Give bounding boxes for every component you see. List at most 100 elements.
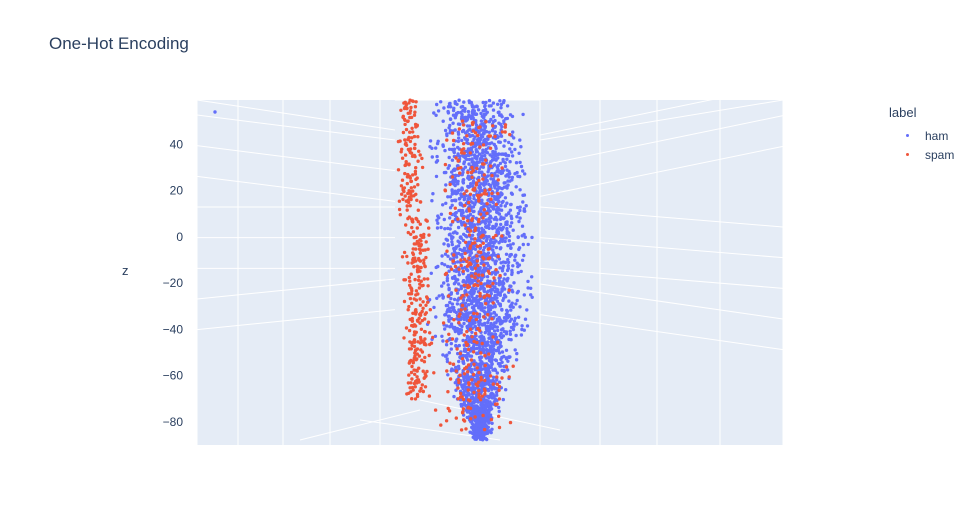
spam-point [414, 177, 418, 182]
spam-point [409, 287, 414, 291]
ham-point [443, 313, 447, 317]
ham-point [494, 281, 498, 286]
legend-item-spam[interactable]: spam [889, 145, 954, 164]
ham-point [510, 142, 514, 147]
spam-point [414, 308, 418, 312]
ham-point [518, 208, 522, 213]
grid-line-wall-edge [539, 99, 784, 141]
spam-point [460, 303, 465, 308]
ham-point [460, 129, 465, 134]
spam-point [421, 306, 425, 310]
ham-point [505, 314, 510, 319]
ham-point [506, 264, 510, 268]
ham-point [487, 329, 491, 333]
grid-line-right [539, 267, 784, 289]
spam-point [400, 178, 405, 182]
ham-point [490, 271, 495, 275]
ham-point [475, 408, 479, 412]
ham-point [489, 321, 493, 326]
ham-point [509, 308, 513, 312]
z-axis-label: z [122, 263, 129, 278]
ham-point [499, 331, 503, 336]
ham-point [497, 405, 501, 410]
ham-point [447, 287, 451, 292]
ham-point [480, 135, 485, 139]
ham-point [488, 183, 493, 188]
spam-point [417, 366, 421, 370]
spam-point [481, 162, 485, 166]
ham-point [481, 182, 485, 186]
ham-point [460, 223, 464, 227]
ham-point [451, 235, 455, 239]
ham-point [510, 154, 515, 158]
ham-point [497, 185, 501, 189]
spam-point [471, 120, 475, 125]
spam-point [424, 255, 428, 260]
spam-point [406, 172, 410, 177]
spam-point [404, 199, 408, 203]
spam-point [416, 319, 420, 323]
spam-marker-icon [906, 153, 909, 156]
ham-point [514, 161, 519, 165]
spam-point [456, 386, 460, 390]
ham-point [452, 106, 456, 111]
ham-point [483, 330, 487, 335]
ham-point [467, 297, 472, 301]
spam-point [412, 134, 417, 139]
ham-point [513, 258, 517, 262]
spam-point [471, 129, 475, 133]
ham-point [456, 364, 461, 368]
ham-point [482, 132, 486, 136]
spam-point [475, 254, 479, 258]
ham-point [477, 140, 482, 144]
spam-point [482, 387, 487, 391]
ham-point [458, 355, 462, 359]
ham-point [450, 242, 454, 247]
ham-point [503, 139, 507, 143]
ham-point [501, 260, 506, 264]
ham-point [448, 123, 452, 128]
ham-point [447, 102, 452, 106]
ham-point [479, 128, 483, 132]
ham-point [435, 141, 440, 146]
grid-line-floor [299, 409, 421, 441]
ham-point [494, 222, 498, 226]
spam-point [489, 417, 494, 422]
spam-point [460, 151, 464, 155]
ham-point [461, 178, 465, 182]
spam-point [416, 159, 420, 163]
ham-point [472, 223, 477, 227]
spam-point [419, 233, 423, 238]
ham-point [501, 298, 505, 303]
ham-point [475, 351, 479, 355]
ham-point [519, 145, 523, 149]
ham-point [440, 334, 444, 338]
legend-item-ham[interactable]: ham [889, 126, 954, 145]
spam-point [483, 363, 487, 368]
ham-point [502, 99, 506, 103]
spam-point [477, 273, 481, 277]
ham-point [479, 285, 483, 290]
ham-point [457, 282, 461, 286]
ham-point [500, 287, 504, 291]
ham-point [481, 220, 485, 224]
ham-point [476, 108, 481, 112]
grid-line-right [539, 314, 784, 351]
spam-point [459, 258, 463, 262]
ham-point [486, 170, 490, 174]
ham-point [493, 285, 497, 289]
ham-point [442, 106, 446, 110]
ham-point [491, 323, 496, 328]
ham-point [464, 393, 469, 397]
spam-point [511, 364, 515, 368]
spam-point [406, 308, 410, 312]
spam-point [426, 284, 430, 288]
ham-point [499, 222, 503, 227]
spam-point [500, 130, 505, 134]
ham-point [467, 385, 471, 389]
spam-point [458, 171, 462, 175]
spam-point [465, 329, 469, 334]
ham-point [496, 348, 500, 352]
ham-point [436, 214, 440, 218]
